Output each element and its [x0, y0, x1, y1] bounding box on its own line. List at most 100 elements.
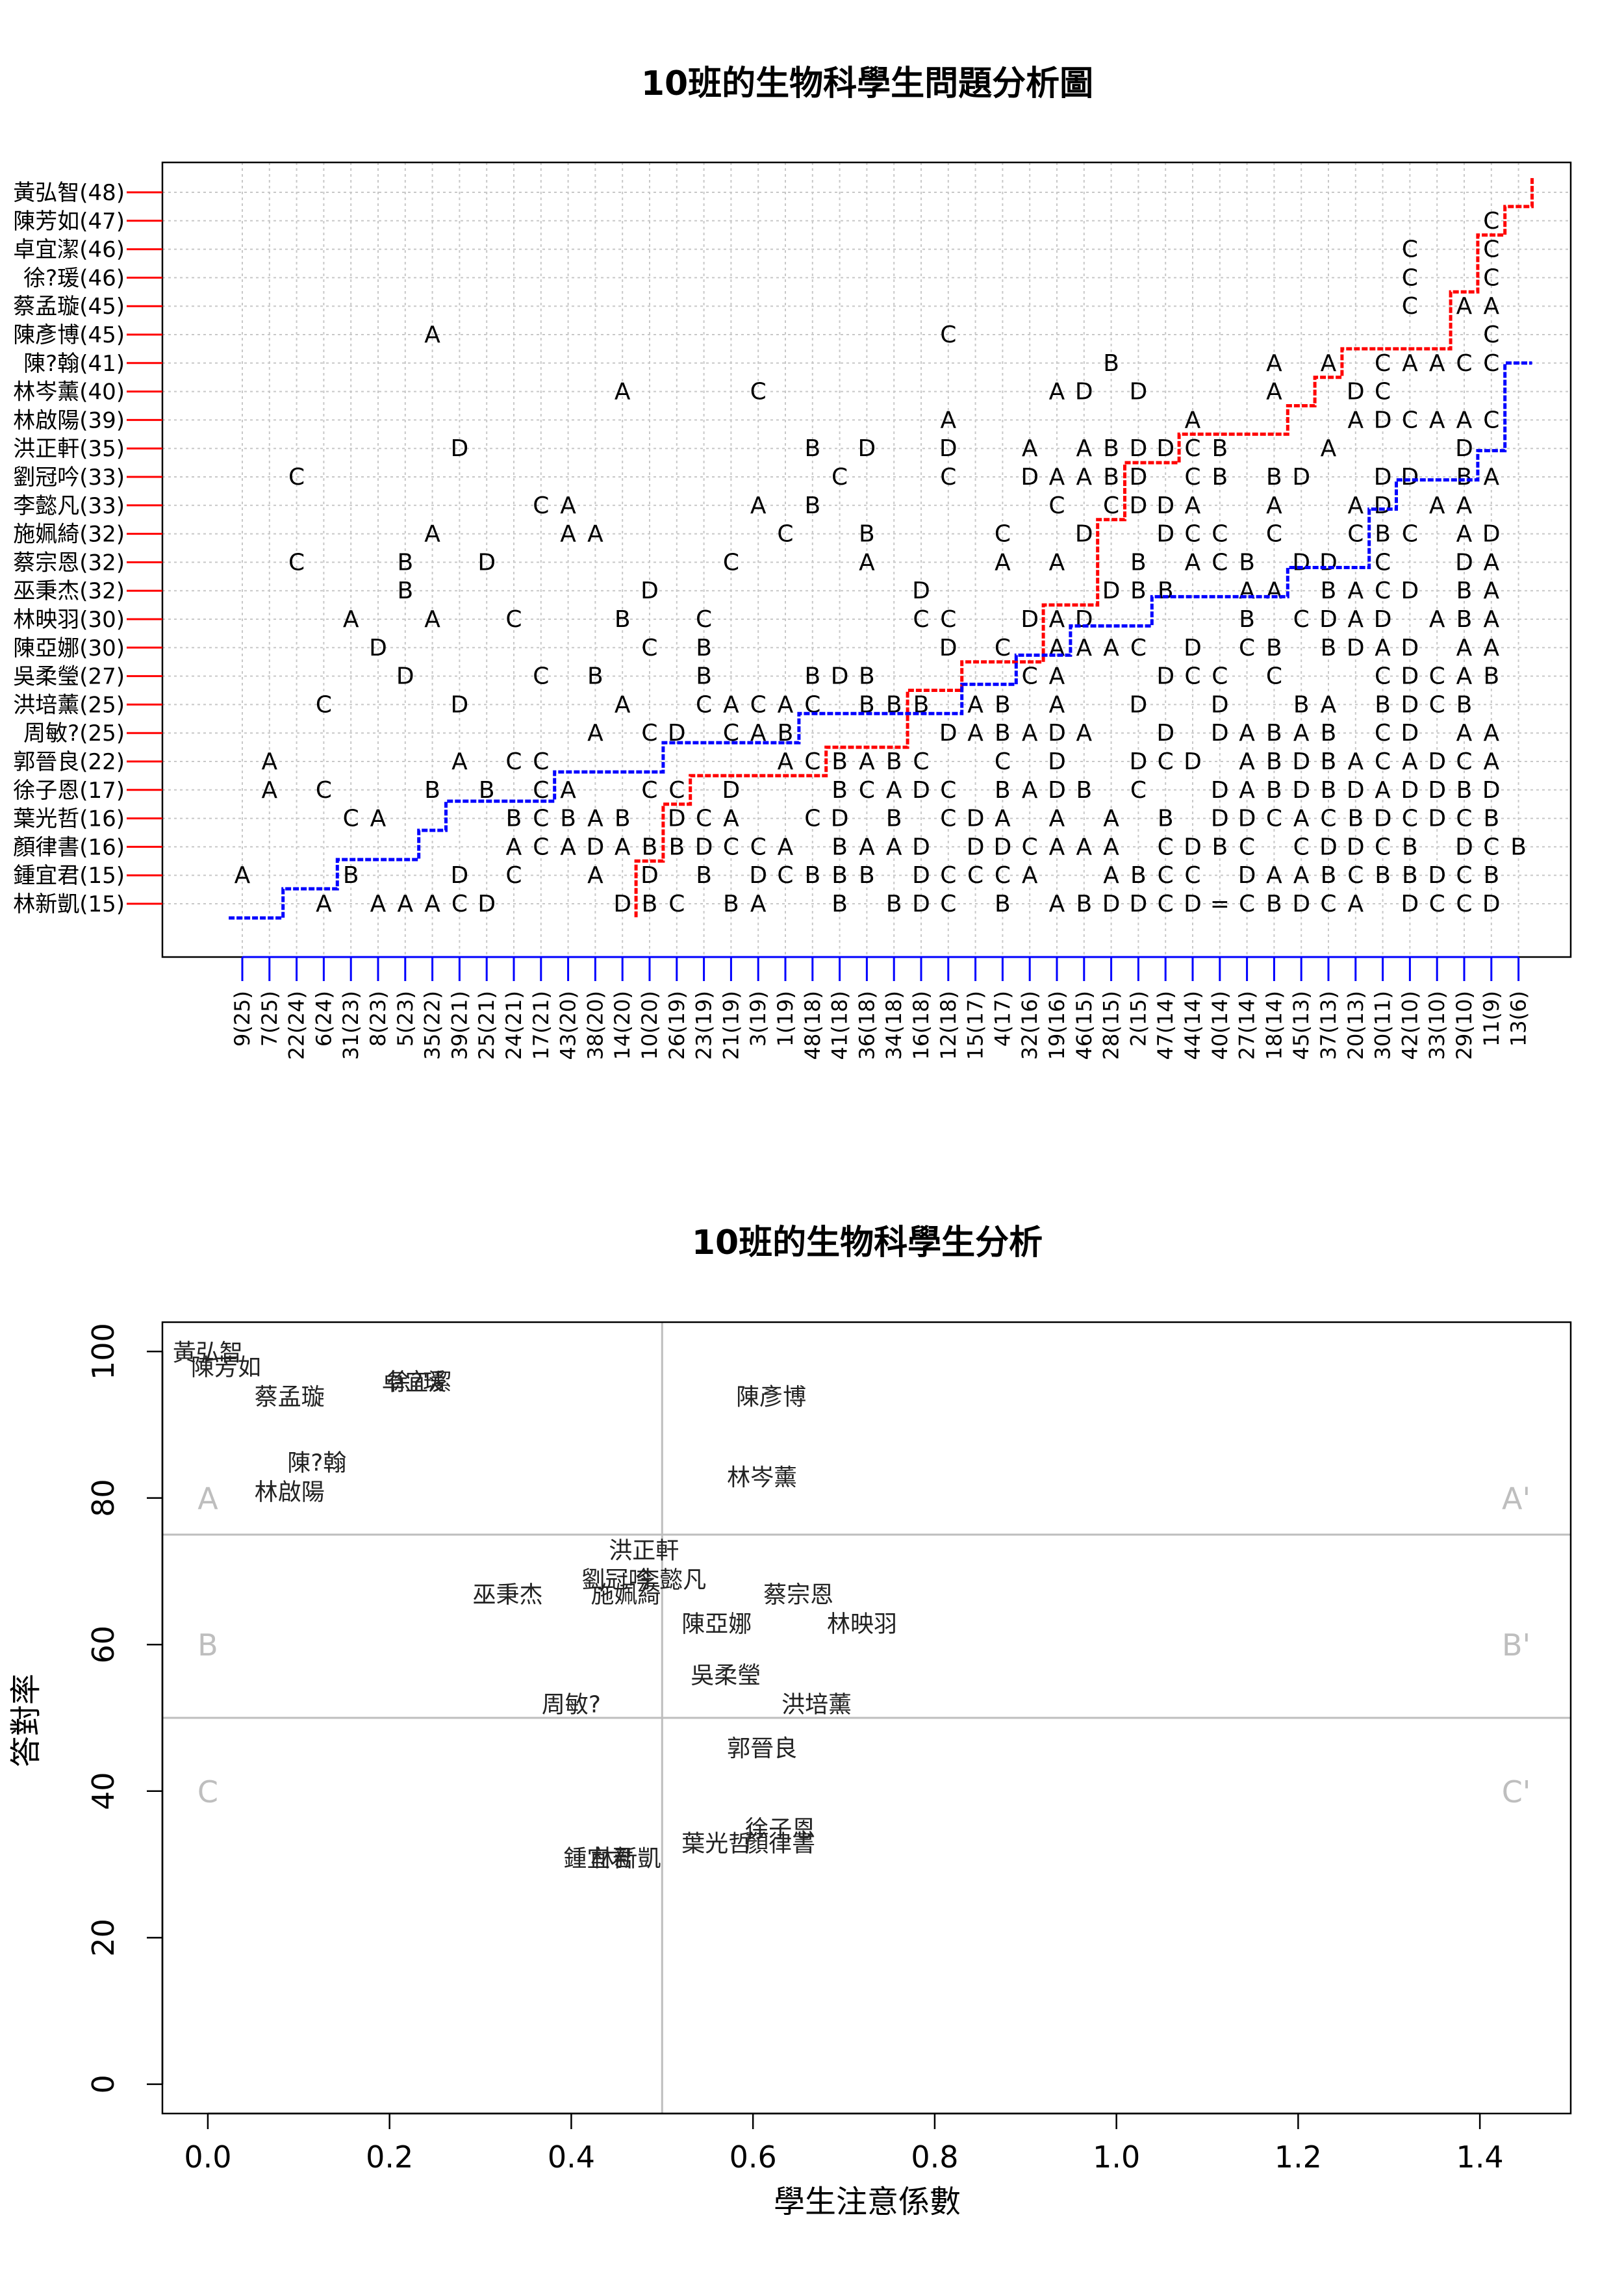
response-mark: C: [1347, 862, 1364, 889]
column-label: 22(24): [285, 991, 309, 1060]
response-mark: B: [343, 862, 359, 889]
response-mark: D: [1292, 891, 1310, 917]
row-label: 林新凱(15): [13, 891, 125, 917]
response-mark: D: [1374, 407, 1392, 433]
response-mark: A: [587, 720, 603, 747]
column-label: 4(17): [990, 991, 1015, 1047]
x-tick-label: 1.2: [1275, 2140, 1322, 2175]
response-mark: A: [1375, 635, 1391, 661]
response-mark: A: [1103, 806, 1119, 832]
response-mark: C: [777, 862, 793, 889]
response-mark: A: [886, 777, 902, 804]
point-label: 李懿凡: [636, 1567, 706, 1594]
response-mark: C: [1483, 264, 1499, 291]
response-mark: D: [1130, 464, 1148, 491]
zone-label: A': [1502, 1481, 1530, 1516]
response-mark: B: [723, 891, 739, 917]
response-mark: A: [1483, 606, 1499, 633]
response-mark: B: [886, 891, 902, 917]
response-mark: C: [1375, 549, 1391, 576]
response-mark: A: [778, 834, 794, 860]
response-mark: C: [723, 834, 739, 860]
response-mark: C: [1266, 521, 1282, 548]
response-mark: A: [397, 891, 413, 917]
point-label: 林映羽: [827, 1611, 897, 1637]
column-label: 39(21): [447, 991, 472, 1060]
response-mark: B: [1266, 777, 1282, 804]
row-label: 郭晉良(22): [13, 749, 125, 775]
response-mark: C: [1239, 635, 1255, 661]
response-mark: D: [912, 891, 930, 917]
response-mark: D: [1130, 435, 1148, 462]
column-label: 9(25): [230, 991, 255, 1047]
response-mark: C: [1429, 691, 1445, 718]
response-mark: D: [1156, 435, 1174, 462]
response-mark: D: [1075, 379, 1093, 405]
point-label: 吳柔瑩: [691, 1662, 761, 1689]
response-mark: B: [587, 663, 603, 690]
point-label: 陳?翰: [287, 1450, 346, 1476]
response-mark: C: [668, 777, 685, 804]
response-mark: A: [1022, 720, 1038, 747]
response-mark: A: [316, 891, 332, 917]
response-mark: C: [343, 806, 359, 832]
zone-label: B': [1502, 1628, 1530, 1663]
response-mark: D: [1238, 806, 1256, 832]
response-mark: A: [1239, 578, 1255, 604]
response-mark: C: [1402, 264, 1418, 291]
response-mark: C: [1212, 521, 1228, 548]
response-mark: B: [1239, 606, 1255, 633]
column-label: 47(14): [1153, 991, 1178, 1060]
y-tick-label: 40: [86, 1772, 121, 1811]
point-label: 陳芳如: [191, 1355, 261, 1381]
scatter-title: 10班的生物科學生分析: [692, 1223, 1043, 1262]
response-mark: D: [1292, 777, 1310, 804]
response-mark: A: [1456, 720, 1473, 747]
response-mark: B: [804, 492, 820, 519]
column-label: 37(13): [1316, 991, 1341, 1060]
response-mark: B: [1266, 635, 1282, 661]
column-label: 27(14): [1235, 991, 1260, 1060]
row-label: 徐子恩(17): [13, 778, 125, 804]
point-label: 蔡孟璇: [255, 1384, 325, 1411]
response-mark: A: [750, 891, 767, 917]
response-mark: A: [859, 748, 875, 775]
response-mark: C: [995, 862, 1011, 889]
response-mark: D: [641, 578, 659, 604]
response-mark: B: [668, 834, 685, 860]
response-mark: B: [424, 777, 440, 804]
response-mark: A: [1076, 720, 1092, 747]
response-mark: C: [804, 806, 820, 832]
response-mark: D: [1048, 777, 1066, 804]
column-label: 5(23): [393, 991, 418, 1047]
response-mark: D: [831, 806, 849, 832]
response-mark: B: [859, 521, 875, 548]
response-mark: C: [995, 635, 1011, 661]
response-mark: C: [1022, 663, 1038, 690]
response-mark: C: [1375, 834, 1391, 860]
response-mark: D: [1130, 492, 1148, 519]
response-mark: D: [1401, 891, 1419, 917]
response-mark: C: [1048, 492, 1065, 519]
response-mark: C: [1184, 862, 1200, 889]
response-mark: D: [1319, 549, 1338, 576]
point-label: 周敏?: [542, 1691, 601, 1718]
response-mark: C: [1375, 350, 1391, 377]
x-tick-label: 1.4: [1456, 2140, 1504, 2175]
response-mark: B: [696, 635, 712, 661]
response-mark: D: [1428, 748, 1446, 775]
response-mark: B: [1456, 606, 1473, 633]
response-mark: D: [912, 777, 930, 804]
response-mark: B: [1456, 777, 1473, 804]
response-mark: D: [1211, 806, 1229, 832]
column-label: 8(23): [366, 991, 390, 1047]
column-label: 16(18): [909, 991, 933, 1060]
response-mark: A: [587, 806, 603, 832]
response-mark: C: [1483, 322, 1499, 348]
zone-label: B: [197, 1628, 218, 1663]
response-mark: A: [1076, 834, 1092, 860]
column-label: 31(23): [338, 991, 363, 1060]
response-mark: B: [1321, 748, 1337, 775]
column-label: 36(18): [854, 991, 879, 1060]
response-mark: D: [1211, 720, 1229, 747]
